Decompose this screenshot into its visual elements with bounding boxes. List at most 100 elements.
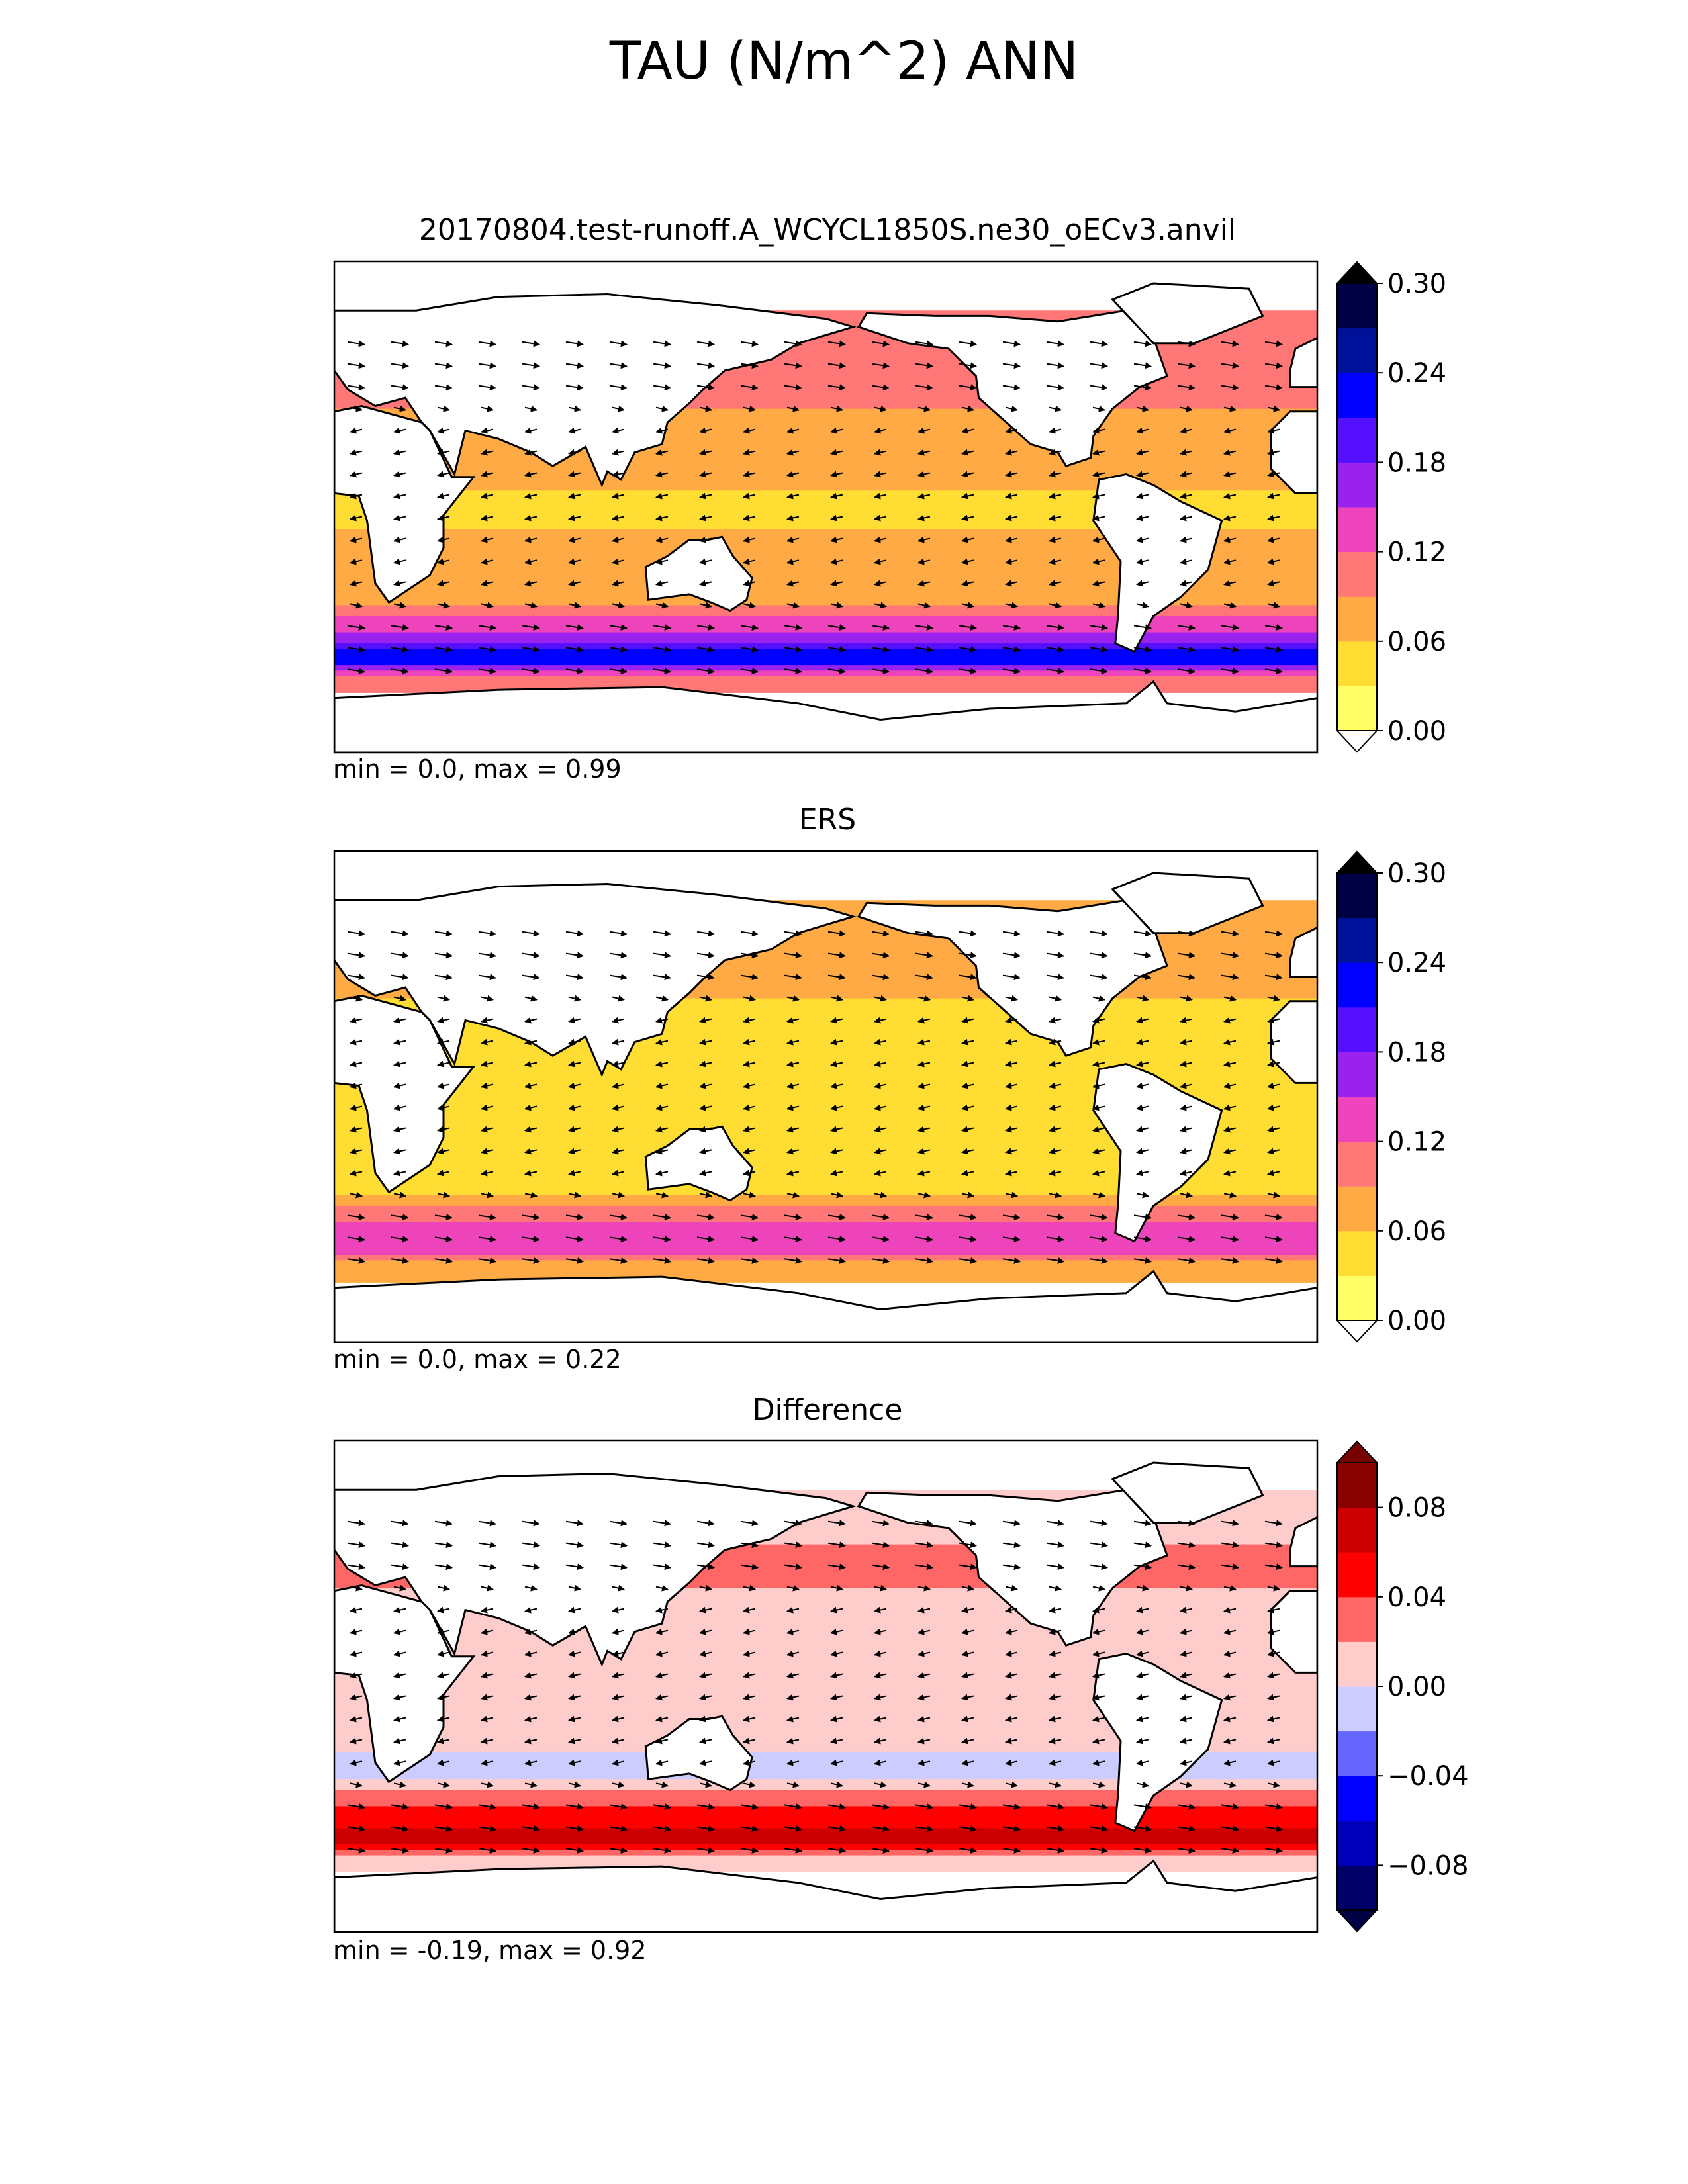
- wind-vector: [522, 646, 540, 653]
- land-europeWest: [1289, 336, 1317, 388]
- wind-vector: [612, 558, 625, 565]
- wind-vector: [917, 1584, 931, 1592]
- wind-vector: [1136, 1060, 1149, 1068]
- wind-vector: [1049, 1759, 1062, 1766]
- wind-vector: [1223, 995, 1237, 1002]
- wind-vector: [437, 514, 450, 522]
- wind-vector: [347, 974, 365, 981]
- wind-vector: [1223, 1715, 1237, 1723]
- data-band: [334, 1113, 1317, 1119]
- wind-vector: [1049, 1672, 1062, 1679]
- wind-vector: [524, 536, 538, 543]
- wind-vector: [743, 1126, 756, 1133]
- wind-vector: [1049, 1606, 1062, 1614]
- wind-vector: [1046, 646, 1064, 653]
- wind-vector: [1092, 514, 1105, 522]
- wind-vector: [743, 1737, 756, 1745]
- wind-vector: [524, 1606, 538, 1614]
- wind-vector: [612, 1628, 625, 1635]
- wind-vector: [524, 1104, 538, 1111]
- wind-vector: [784, 1257, 802, 1264]
- wind-vector: [524, 1038, 538, 1046]
- colorbar-tick-label: 0.30: [1387, 269, 1446, 299]
- wind-vector: [565, 1541, 584, 1549]
- wind-vector: [655, 1737, 669, 1745]
- wind-vector: [699, 1650, 712, 1657]
- data-band: [334, 676, 1317, 682]
- wind-vector: [1267, 471, 1280, 478]
- wind-vector: [1221, 930, 1239, 937]
- wind-vector: [915, 646, 933, 653]
- wind-vector: [961, 1148, 974, 1155]
- wind-vector: [393, 1126, 406, 1133]
- wind-vector: [1133, 1541, 1152, 1549]
- wind-vector: [481, 471, 494, 478]
- wind-vector: [786, 602, 800, 609]
- data-band: [334, 561, 1317, 568]
- data-band: [334, 381, 1317, 388]
- wind-vector: [1180, 1191, 1193, 1199]
- wind-vector: [481, 580, 494, 587]
- wind-vector: [437, 1191, 450, 1199]
- wind-vector: [830, 580, 843, 587]
- wind-vector: [1264, 1846, 1283, 1854]
- wind-vector: [696, 1825, 715, 1832]
- data-band: [334, 1582, 1317, 1589]
- wind-vector: [1049, 1082, 1062, 1089]
- wind-vector: [393, 1584, 406, 1592]
- wind-vector: [740, 667, 759, 674]
- wind-vector: [1221, 1520, 1239, 1527]
- wind-vector: [1136, 1628, 1149, 1635]
- wind-vector: [655, 427, 669, 434]
- wind-vector: [481, 427, 494, 434]
- wind-vector: [1005, 514, 1018, 522]
- wind-vector: [524, 514, 538, 522]
- wind-vector: [1180, 995, 1193, 1002]
- wind-vector: [830, 405, 843, 412]
- wind-vector: [786, 1737, 800, 1745]
- wind-vector: [959, 1803, 977, 1810]
- wind-vector: [350, 1650, 363, 1657]
- wind-vector: [1090, 1214, 1108, 1220]
- colorbar-tick-label: 0.00: [1387, 1672, 1446, 1702]
- data-band: [334, 976, 1317, 983]
- data-band: [334, 512, 1317, 518]
- data-band: [334, 1156, 1317, 1163]
- data-band: [334, 523, 1317, 529]
- wind-vector: [1267, 1169, 1280, 1177]
- data-band: [334, 578, 1317, 584]
- wind-vector: [1090, 974, 1108, 981]
- data-band: [334, 1097, 1317, 1103]
- wind-vector: [827, 1214, 846, 1220]
- wind-vector: [917, 405, 931, 412]
- wind-vector: [827, 952, 846, 959]
- colorbar-segment: [1337, 462, 1377, 508]
- data-band: [334, 632, 1317, 639]
- data-band: [334, 1031, 1317, 1037]
- wind-vector: [699, 1759, 712, 1766]
- wind-vector: [524, 1781, 538, 1788]
- wind-vector: [699, 1060, 712, 1068]
- data-band: [334, 1549, 1317, 1556]
- wind-vector: [830, 1715, 843, 1723]
- wind-vector: [1092, 1104, 1105, 1111]
- data-band: [334, 1015, 1317, 1021]
- colorbar-tick-label: 0.00: [1387, 716, 1446, 747]
- data-band: [334, 359, 1317, 366]
- wind-vector: [1002, 1803, 1021, 1810]
- wind-vector: [959, 362, 977, 369]
- data-band: [334, 1238, 1317, 1245]
- data-band: [334, 588, 1317, 595]
- wind-vector: [434, 952, 453, 959]
- data-band: [334, 583, 1317, 590]
- wind-vector: [1264, 1825, 1283, 1832]
- data-band: [334, 681, 1317, 688]
- wind-vector: [437, 1148, 450, 1155]
- colorbar-segment: [1337, 373, 1377, 418]
- wind-vector: [568, 1148, 581, 1155]
- wind-vector: [1092, 1060, 1105, 1068]
- wind-vector: [524, 405, 538, 412]
- data-band: [334, 1205, 1317, 1212]
- data-band: [334, 610, 1317, 617]
- wind-vector: [1223, 536, 1237, 543]
